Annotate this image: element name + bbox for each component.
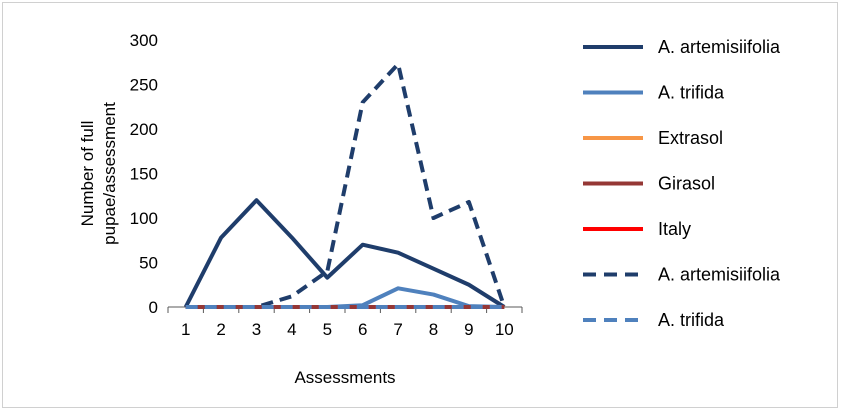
- legend-label: A. artemisiifolia: [658, 37, 781, 57]
- x-tick-label: 8: [429, 320, 438, 339]
- y-tick-label: 100: [130, 209, 158, 228]
- legend-label: A. trifida: [658, 83, 725, 103]
- y-tick-label: 50: [139, 254, 158, 273]
- legend: A. artemisiifolia A. trifida Extrasol Giras…: [583, 37, 781, 330]
- y-axis-title-line-1: Number of full: [78, 121, 97, 227]
- series-line-1: [185, 286, 505, 309]
- legend-label: A. artemisiifolia: [658, 265, 781, 285]
- x-axis-title: Assessments: [294, 368, 395, 387]
- legend-label: Girasol: [658, 174, 715, 194]
- chart-frame: [2, 2, 838, 408]
- x-tick-label: 2: [216, 320, 225, 339]
- y-tick-label: 300: [130, 31, 158, 50]
- x-tick-label: 3: [252, 320, 261, 339]
- series-line-0: [183, 198, 506, 309]
- series-line-5: [185, 62, 507, 309]
- x-tick-label: 4: [287, 320, 296, 339]
- x-tick-label: 7: [393, 320, 402, 339]
- x-tick-label: 10: [495, 320, 514, 339]
- x-tick-label: 1: [181, 320, 190, 339]
- x-tick-label: 6: [358, 320, 367, 339]
- y-tick-label: 250: [130, 76, 158, 95]
- legend-label: Extrasol: [658, 128, 723, 148]
- x-tick-label: 9: [464, 320, 473, 339]
- legend-label: Italy: [658, 219, 691, 239]
- y-axis-title-line-2: pupae/assessment: [100, 102, 119, 245]
- x-tick-label: 5: [323, 320, 332, 339]
- y-tick-label: 0: [149, 298, 158, 317]
- series-lines: [183, 62, 507, 309]
- y-tick-label: 200: [130, 120, 158, 139]
- legend-label: A. trifida: [658, 310, 725, 330]
- y-tick-label: 150: [130, 165, 158, 184]
